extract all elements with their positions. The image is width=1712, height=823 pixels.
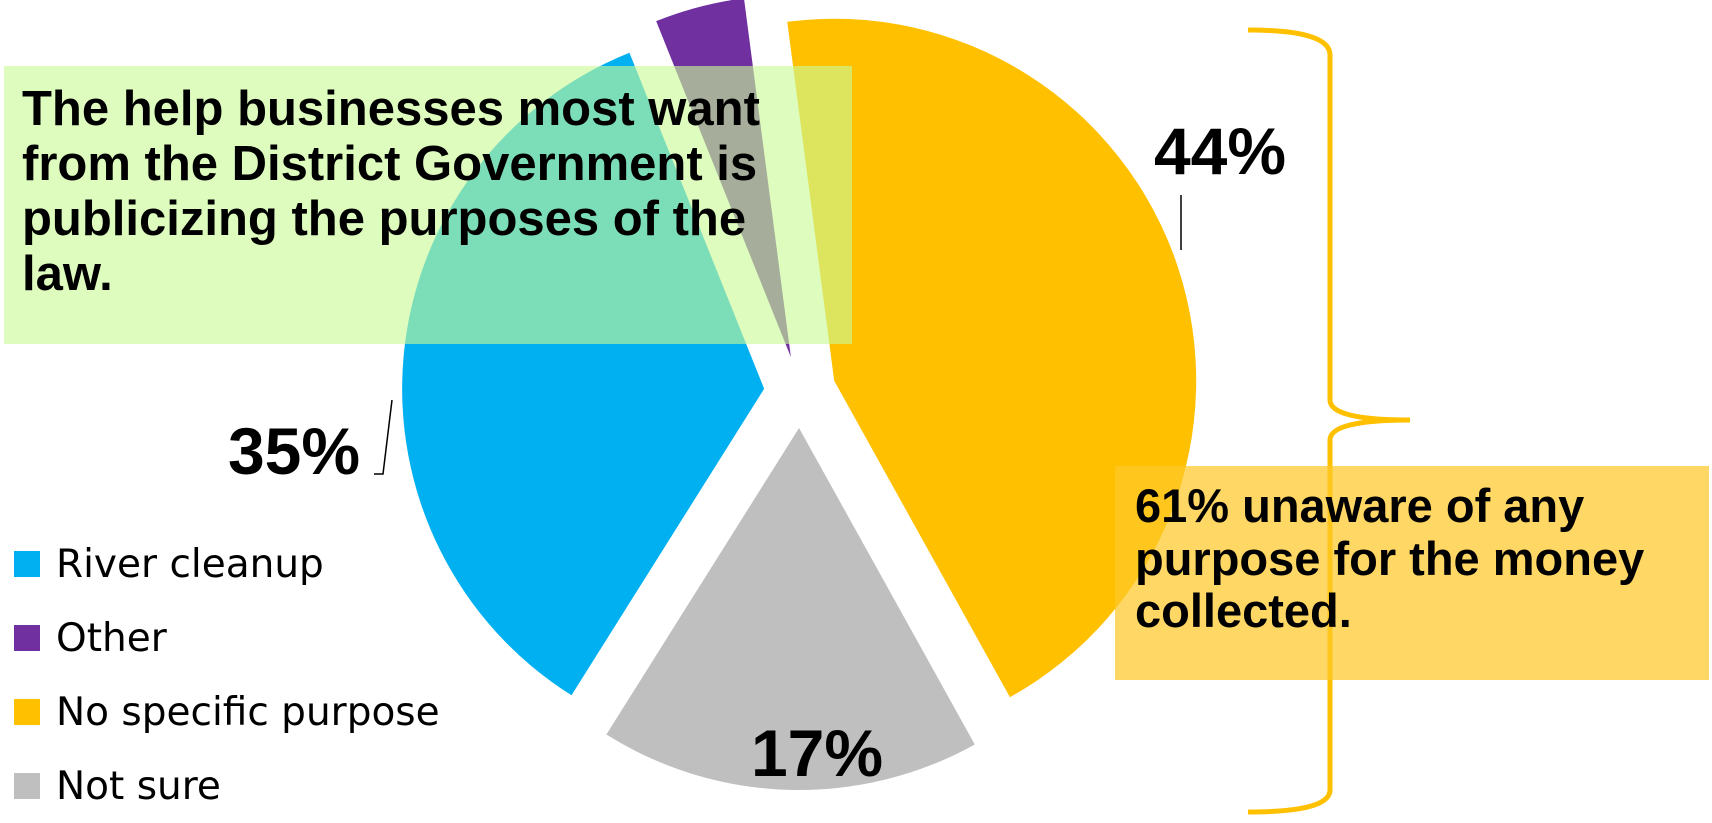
legend-item-no-specific-purpose: No specific purpose [14,675,440,749]
legend: River cleanup Other No specific purpose … [14,527,440,823]
legend-swatch-river-cleanup [14,551,40,577]
legend-label: Other [56,615,167,661]
legend-item-not-sure: Not sure [14,749,440,823]
pie-slice-not-sure [606,427,975,790]
data-label-river-cleanup: 35% [228,414,360,488]
legend-swatch-not-sure [14,773,40,799]
legend-label: River cleanup [56,541,324,587]
legend-swatch-other [14,625,40,651]
legend-swatch-no-specific-purpose [14,699,40,725]
callout-top-left: The help businesses most want from the D… [4,66,852,344]
callout-bottom-right: 61% unaware of any purpose for the money… [1115,466,1709,680]
legend-label: No specific purpose [56,689,440,735]
data-label-not-sure: 17% [751,716,883,790]
legend-label: Not sure [56,763,221,809]
legend-item-river-cleanup: River cleanup [14,527,440,601]
leader-line-35 [374,399,393,475]
brace-bracket [1247,27,1411,815]
legend-item-other: Other [14,601,440,675]
data-label-no-specific-purpose: 44% [1154,114,1286,188]
pie-slice-no-specific-purpose [787,18,1197,698]
